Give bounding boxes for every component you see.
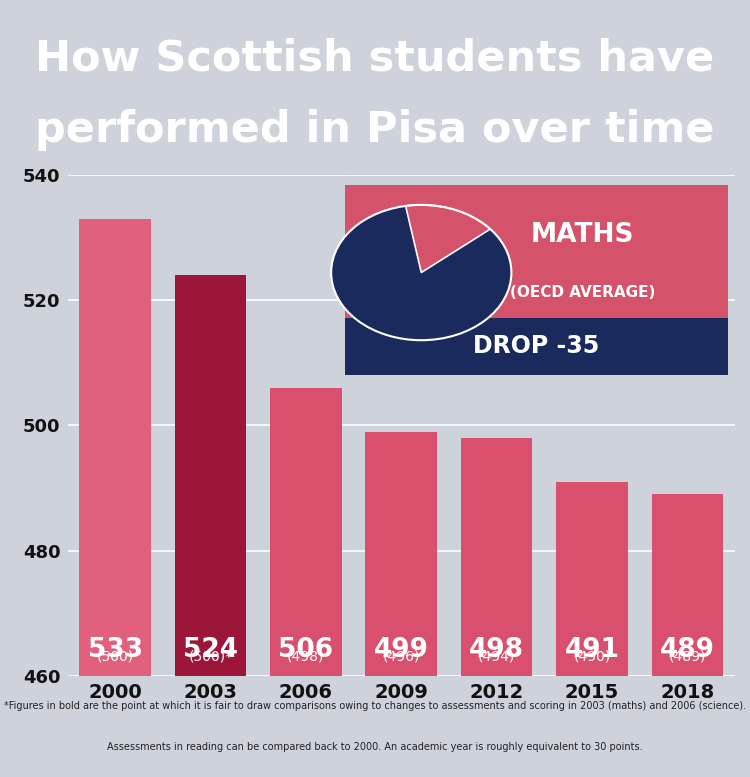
Text: 498: 498 xyxy=(469,637,524,664)
Text: 489: 489 xyxy=(660,637,715,664)
Text: 491: 491 xyxy=(565,637,620,664)
Text: (498): (498) xyxy=(287,608,325,664)
Text: (489): (489) xyxy=(669,608,706,664)
Text: (494): (494) xyxy=(478,608,515,664)
FancyBboxPatch shape xyxy=(344,318,728,375)
Text: *Figures in bold are the point at which it is fair to draw comparisons owing to : *Figures in bold are the point at which … xyxy=(4,701,746,711)
Text: 533: 533 xyxy=(88,637,142,664)
Text: performed in Pisa over time: performed in Pisa over time xyxy=(35,110,715,152)
Text: How Scottish students have: How Scottish students have xyxy=(35,37,715,79)
Text: DROP -35: DROP -35 xyxy=(473,334,599,358)
Text: Assessments in reading can be compared back to 2000. An academic year is roughly: Assessments in reading can be compared b… xyxy=(107,742,643,752)
Text: 506: 506 xyxy=(278,637,334,664)
Bar xyxy=(365,432,437,676)
Text: (500)*: (500)* xyxy=(188,608,232,664)
Text: (490): (490) xyxy=(573,608,610,664)
Text: 499: 499 xyxy=(374,637,429,664)
Text: (500): (500) xyxy=(97,608,134,664)
FancyBboxPatch shape xyxy=(344,185,728,375)
Text: (OECD AVERAGE): (OECD AVERAGE) xyxy=(510,285,656,300)
Bar xyxy=(270,388,342,676)
Bar xyxy=(652,494,723,676)
Bar xyxy=(556,482,628,676)
Bar xyxy=(175,275,246,676)
Text: (496): (496) xyxy=(382,608,420,664)
Bar xyxy=(80,218,151,676)
Text: 524: 524 xyxy=(183,637,238,664)
Text: MATHS: MATHS xyxy=(531,222,634,248)
Bar xyxy=(460,438,532,676)
Circle shape xyxy=(332,205,512,340)
Wedge shape xyxy=(406,205,490,273)
